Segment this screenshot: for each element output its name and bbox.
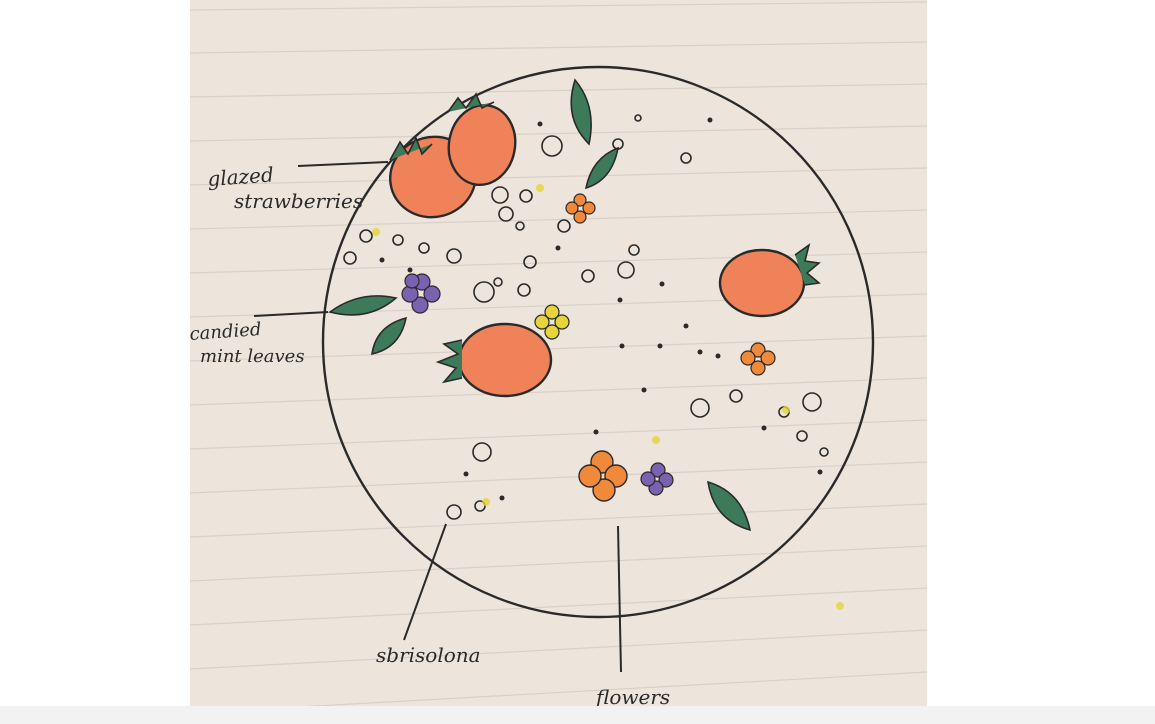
notebook-sketch-photo: glazed strawberries candied mint leaves …	[190, 0, 927, 706]
sbrisolona-dots	[379, 117, 823, 501]
mint-leaves	[328, 78, 752, 532]
strawberry-center	[435, 322, 553, 398]
label-candied: candied	[190, 319, 262, 345]
flower-yellow	[534, 304, 570, 340]
ruled-lines	[190, 1, 927, 706]
sbrisolona-crumbs	[343, 114, 829, 520]
flower-orange-small	[565, 193, 776, 376]
color-specks	[372, 184, 844, 610]
label-flowers: flowers	[594, 685, 670, 706]
plating-sketch: glazed strawberries candied mint leaves …	[190, 1, 927, 706]
label-mint-leaves: mint leaves	[200, 346, 305, 367]
label-glazed: glazed	[207, 162, 275, 191]
flower-purple-bottom	[640, 462, 674, 496]
plate-outline	[321, 65, 875, 619]
strawberry-top-right	[447, 92, 517, 187]
viewer-bottom-bar	[0, 706, 1155, 724]
strawberry-right	[718, 243, 821, 318]
label-strawberries: strawberries	[234, 189, 363, 213]
flower-purple-left	[401, 273, 441, 314]
leader-lines	[253, 161, 622, 673]
label-sbrisolona: sbrisolona	[376, 643, 481, 667]
flower-orange-bottom	[578, 450, 628, 502]
